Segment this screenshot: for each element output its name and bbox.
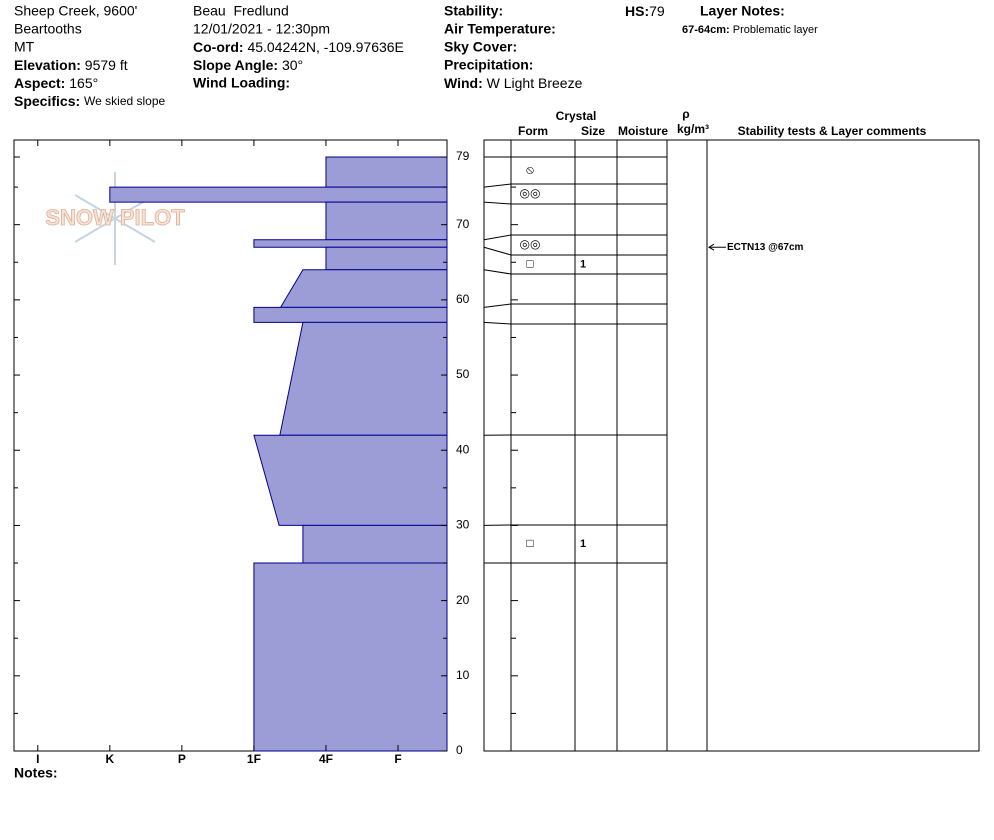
coord: Co-ord: 45.04242N, -109.97636E [193, 39, 404, 55]
crystal-size: 1 [580, 258, 586, 270]
datetime: 12/01/2021 - 12:30pm [193, 21, 330, 37]
layer [302, 524, 448, 564]
aspect: Aspect: 165° [14, 75, 98, 91]
layer-note: 67-64cm: Problematic layer [682, 24, 818, 36]
row-connector [483, 269, 512, 275]
value: 30° [282, 57, 303, 73]
layer [253, 562, 448, 752]
layer [325, 156, 448, 188]
crystal-form: ◎◎ [520, 237, 541, 251]
layer [325, 201, 448, 241]
air-temperature: Air Temperature: [444, 21, 556, 37]
layer [253, 239, 448, 248]
value: 9579 ft [85, 57, 128, 73]
table-frame [483, 139, 980, 752]
x-tick-label: 4F [319, 752, 333, 766]
y-tick-label: 10 [456, 668, 470, 682]
density: kg/m³ [677, 122, 709, 136]
specifics: Specifics: We skied slope [14, 93, 166, 109]
layer [109, 186, 448, 203]
x-tick-label: 1F [247, 752, 261, 766]
rho: ρ [682, 107, 689, 121]
table-headers: Crystal Form Size Moisture ρ kg/m³ Stabi… [518, 107, 927, 138]
note-text: Problematic layer [733, 24, 818, 36]
table-columns [510, 140, 708, 751]
note-depth: 67-64cm: [682, 24, 730, 36]
x-tick-label: I [36, 752, 39, 766]
wind: Wind: W Light Breeze [444, 75, 583, 91]
size: Size [581, 124, 605, 138]
moisture: Moisture [618, 124, 668, 138]
location: Sheep Creek, 9600' [14, 3, 137, 19]
layer [279, 269, 448, 308]
crystal-form: □ [526, 536, 533, 550]
test-label: ECTN13 @67cm [727, 242, 804, 253]
y-tick-label: 50 [456, 367, 470, 381]
sky-cover: Sky Cover: [444, 39, 517, 55]
elevation: Elevation: 9579 ft [14, 57, 128, 73]
y-tick-label: 70 [456, 217, 470, 231]
label: Slope Angle: [193, 57, 278, 73]
label: Aspect: [14, 75, 65, 91]
crystal-form: ⦸ [526, 163, 534, 177]
stability: Stability: [444, 3, 503, 19]
row-connector [483, 246, 512, 256]
x-tick-label: P [178, 752, 186, 766]
arrow-head [708, 243, 715, 251]
crystal-form: □ [526, 257, 533, 271]
crystal: Crystal [556, 109, 597, 123]
y-tick-label: 79 [456, 149, 470, 163]
row-connector [483, 201, 512, 205]
layer [253, 306, 448, 323]
y-tick-label: 30 [456, 518, 470, 532]
layer [279, 321, 448, 436]
wind-loading: Wind Loading: [193, 75, 290, 91]
row-connector [483, 303, 512, 308]
label: Co-ord: [193, 39, 244, 55]
range: Beartooths [14, 21, 82, 37]
label: Elevation: [14, 57, 81, 73]
header: Sheep Creek, 9600' Beartooths MT Elevati… [14, 3, 818, 109]
layer-notes-label: Layer Notes: [700, 3, 785, 19]
x-tick-label: F [394, 752, 401, 766]
label: Wind: [444, 75, 483, 91]
logo: SNOW PILOT [45, 172, 186, 265]
row-connector [483, 321, 512, 325]
form: Form [518, 124, 548, 138]
observer: Beau Fredlund [193, 3, 289, 19]
comments: Stability tests & Layer comments [738, 124, 927, 138]
slope-angle: Slope Angle: 30° [193, 57, 303, 73]
logo-text: SNOW PILOT [45, 205, 185, 230]
value: We skied slope [84, 94, 165, 108]
precipitation: Precipitation: [444, 57, 533, 73]
row-connector [483, 183, 512, 188]
hs: HS:79 [625, 3, 665, 19]
value: 45.04242N, -109.97636E [247, 39, 403, 55]
y-tick-label: 40 [456, 442, 470, 456]
y-tick-label: 20 [456, 593, 470, 607]
row-connector [483, 234, 512, 241]
y-tick-label: 0 [456, 743, 463, 757]
crystal-size: 1 [580, 538, 586, 550]
state: MT [14, 39, 35, 55]
label: HS: [625, 3, 649, 19]
notes-label: Notes: [14, 765, 58, 781]
label: Specifics: [14, 93, 80, 109]
value: 79 [649, 3, 665, 19]
x-tick-label: K [105, 752, 114, 766]
crystal-form: ◎◎ [520, 186, 541, 200]
value: 165° [69, 75, 98, 91]
layer [325, 246, 448, 271]
value: W Light Breeze [487, 75, 583, 91]
layer [253, 434, 448, 526]
y-tick-label: 60 [456, 292, 470, 306]
